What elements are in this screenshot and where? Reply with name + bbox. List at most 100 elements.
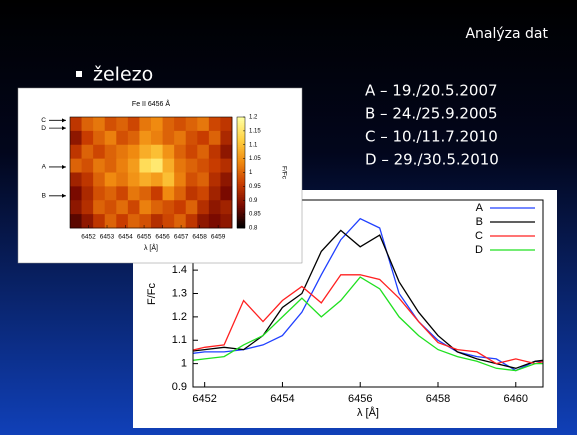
colorbar-step [237, 207, 245, 210]
colorbar-tick-label: 0.95 [249, 184, 261, 190]
colorbar-step [237, 120, 245, 123]
heat-cell [81, 158, 94, 173]
heat-cell [93, 130, 106, 146]
heat-cell [81, 172, 94, 187]
colorbar-step [237, 196, 245, 199]
x-tick-label: 6455 [137, 234, 152, 241]
heat-cell [185, 117, 198, 132]
x-tick-label: 6456 [348, 393, 372, 405]
plot-area [193, 217, 543, 372]
heat-cell [139, 186, 152, 201]
heat-cell [197, 172, 210, 187]
colorbar-step [237, 209, 245, 212]
colorbar-tick-label: 1.05 [249, 156, 261, 162]
heatmap-chart: Fe II 6456 Å 6452 6453 6454 6455 6456 6457 6458… [17, 87, 303, 264]
heat-cell [70, 144, 82, 160]
row-arrow-head [62, 193, 66, 198]
legend-label: B [476, 216, 483, 228]
heat-cell [197, 158, 210, 173]
heat-cell [139, 144, 152, 160]
heat-cell [81, 117, 94, 132]
row-label: B [42, 193, 46, 200]
row-label: C [41, 117, 46, 124]
heat-cell [197, 200, 210, 215]
heat-cell [174, 200, 187, 215]
colorbar-step [237, 148, 245, 151]
colorbar-step [237, 133, 245, 136]
colorbar-step [237, 189, 245, 192]
heat-cell [70, 130, 82, 146]
heat-cell [162, 172, 175, 187]
heat-cell [116, 158, 129, 173]
heat-cell [162, 200, 175, 215]
heat-cell [81, 214, 94, 229]
heat-cell [185, 200, 198, 215]
colorbar-step [237, 157, 245, 160]
row-label: D [41, 125, 46, 132]
heat-cell [127, 130, 140, 146]
colorbar-step [237, 139, 245, 142]
heat-cell [151, 117, 163, 132]
heat-cell [220, 117, 233, 132]
y-tick-label: 1 [181, 358, 187, 370]
colorbar-tick-label: 0.8 [249, 226, 258, 232]
heat-cell [139, 117, 152, 132]
heat-cell [208, 200, 221, 215]
series-line [193, 217, 543, 372]
heat-cell [127, 144, 140, 160]
heat-cell [151, 186, 163, 201]
colorbar-step [237, 117, 245, 120]
heat-cell [185, 172, 198, 187]
heat-cell [151, 214, 163, 229]
heat-cell [104, 186, 117, 201]
y-tick-label: 1.1 [172, 334, 187, 346]
heat-cell [185, 214, 198, 229]
y-tick-label: 1.4 [172, 264, 187, 276]
colorbar-step [237, 165, 245, 168]
heat-cell [208, 130, 221, 146]
heat-cell [81, 186, 94, 201]
colorbar-step [237, 205, 245, 209]
colorbar-step [237, 224, 245, 227]
colorbar-step [237, 179, 245, 183]
colorbar-tick-label: 1 [249, 170, 253, 176]
heat-cell [116, 117, 129, 132]
y-tick-label: 1.2 [172, 311, 187, 323]
colorbar-step [237, 166, 245, 170]
heat-cell [174, 214, 187, 229]
heat-cell [151, 130, 163, 146]
heat-cell [81, 144, 94, 160]
heat-cell [220, 158, 233, 173]
colorbar-step [237, 181, 245, 184]
colorbar-step [237, 135, 245, 138]
heat-cell [197, 144, 210, 160]
colorbar-step [237, 213, 245, 216]
heat-cell [70, 172, 82, 187]
colorbar-step [237, 202, 245, 205]
colorbar-step [237, 118, 245, 122]
heat-cell [93, 158, 106, 173]
legend-label: A [476, 202, 484, 214]
colorbar-step [237, 183, 245, 186]
colorbar-step [237, 150, 245, 153]
heat-cell [139, 172, 152, 187]
heat-cell [104, 158, 117, 173]
heat-cell [139, 200, 152, 215]
colorbar-step [237, 161, 245, 164]
heat-cell [70, 186, 82, 201]
x-tick-label: 6452 [81, 234, 96, 241]
heat-cell [208, 117, 221, 132]
observation: C – 10./11.7.2010 [365, 128, 498, 146]
heat-cell [93, 200, 106, 215]
heat-cell [116, 172, 129, 187]
heat-cell [70, 200, 82, 215]
heat-cell [197, 130, 210, 146]
heat-cell [185, 130, 198, 146]
heat-cell [139, 130, 152, 146]
heat-cell [104, 200, 117, 215]
colorbar-step [237, 163, 245, 166]
heat-cell [185, 158, 198, 173]
heat-cell [93, 186, 106, 201]
heat-cell [208, 214, 221, 229]
